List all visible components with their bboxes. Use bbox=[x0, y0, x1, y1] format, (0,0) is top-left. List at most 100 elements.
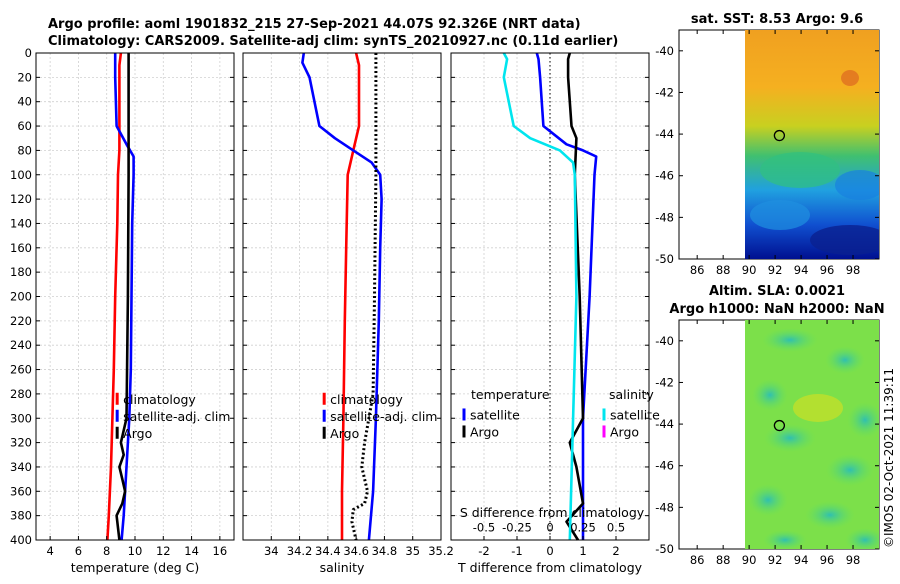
x-tick-label: 2 bbox=[612, 544, 619, 558]
x-tick-label: 0 bbox=[546, 544, 553, 558]
y-tick-label: 80 bbox=[17, 143, 32, 157]
map-x-tick-label: 98 bbox=[846, 553, 861, 567]
series-climatology bbox=[340, 52, 361, 540]
legend-entry: satellite bbox=[610, 407, 660, 422]
y-tick-label: 320 bbox=[10, 436, 32, 450]
y-tick-label: 60 bbox=[17, 119, 32, 133]
sla-argo-marker bbox=[773, 419, 786, 432]
series-satellite-adj-clim bbox=[113, 53, 135, 541]
map-x-tick-label: 94 bbox=[794, 553, 809, 567]
map-x-tick-label: 92 bbox=[768, 553, 783, 567]
x-tick-label: -1 bbox=[511, 544, 522, 558]
legend-entry: satellite-adj. clim bbox=[123, 409, 230, 424]
map-y-tick-label: -44 bbox=[655, 417, 674, 431]
series-t-argo bbox=[565, 52, 585, 541]
map-y-tick-label: -48 bbox=[655, 210, 674, 224]
sst-map-field bbox=[745, 30, 879, 259]
x-tick-label: 34.6 bbox=[343, 544, 369, 558]
sst-argo-marker bbox=[773, 129, 786, 142]
x-tick-label: 35.2 bbox=[428, 544, 454, 558]
map-x-tick-label: 88 bbox=[716, 263, 731, 277]
sla-map-subtitle: Argo h1000: NaN h2000: NaN bbox=[669, 302, 884, 317]
map-x-tick-label: 90 bbox=[742, 553, 757, 567]
y-tick-label: 300 bbox=[10, 411, 32, 425]
x-tick-label: 16 bbox=[213, 544, 228, 558]
series-t-satellite bbox=[535, 52, 598, 540]
sst-map: sat. SST: 8.53 Argo: 9.6 86 88 90 92 94 96 98 -… bbox=[655, 12, 880, 277]
sla-map: Altim. SLA: 0.0021 Argo h1000: NaN h2000… bbox=[655, 284, 884, 567]
x-tick-label: 34.4 bbox=[315, 544, 341, 558]
map-x-tick-label: 98 bbox=[846, 263, 861, 277]
y-tick-label: 240 bbox=[10, 338, 32, 352]
y-tick-label: 380 bbox=[10, 509, 32, 523]
legend-entry: climatology bbox=[123, 392, 196, 407]
s-tick-label: -0.25 bbox=[502, 520, 532, 534]
y-tick-label: 280 bbox=[10, 387, 32, 401]
y-tick-label: 220 bbox=[10, 314, 32, 328]
map-x-tick-label: 88 bbox=[716, 553, 731, 567]
map-y-tick-label: -50 bbox=[655, 252, 674, 266]
s-tick-label: -0.5 bbox=[473, 520, 495, 534]
legend-entry: Argo bbox=[470, 424, 499, 439]
y-tick-label: 120 bbox=[10, 192, 32, 206]
legend-title-temperature: temperature bbox=[471, 387, 550, 402]
map-y-tick-label: -40 bbox=[655, 44, 674, 58]
y-tick-label: 40 bbox=[17, 95, 32, 109]
sla-map-ticks: 86 88 90 92 94 96 98 -40 -42 -44 -46 -48 -50 bbox=[655, 320, 879, 567]
series-argo bbox=[115, 53, 130, 541]
x-tick-label: 14 bbox=[184, 544, 199, 558]
y-tick-label: 100 bbox=[10, 168, 32, 182]
figure-title-line2: Climatology: CARS2009. Satellite-adj cli… bbox=[48, 34, 618, 49]
y-tick-label: 400 bbox=[10, 533, 32, 547]
x-tick-label: 4 bbox=[46, 544, 53, 558]
map-x-tick-label: 86 bbox=[690, 553, 705, 567]
x-tick-label: 12 bbox=[156, 544, 171, 558]
sla-map-title: Altim. SLA: 0.0021 bbox=[709, 284, 845, 299]
credit-stamp: ©IMOS 02-Oct-2021 11:39:11 bbox=[882, 368, 896, 548]
y-tick-label: 340 bbox=[10, 460, 32, 474]
s-tick-label: 0.5 bbox=[607, 520, 625, 534]
map-x-tick-label: 96 bbox=[820, 263, 835, 277]
sla-map-field bbox=[745, 320, 879, 549]
x-axis-label-top: S difference from climatology bbox=[460, 505, 645, 520]
map-y-tick-label: -48 bbox=[655, 500, 674, 514]
y-tick-label: 180 bbox=[10, 265, 32, 279]
series-s-satellite bbox=[502, 52, 578, 541]
legend-entry: Argo bbox=[123, 426, 152, 441]
x-axis-label: salinity bbox=[320, 560, 365, 575]
map-y-tick-label: -50 bbox=[655, 542, 674, 556]
legend-entry: climatology bbox=[330, 392, 403, 407]
map-y-tick-label: -46 bbox=[655, 459, 674, 473]
y-tick-label: 160 bbox=[10, 241, 32, 255]
legend-entry: Argo bbox=[610, 424, 639, 439]
map-x-tick-label: 92 bbox=[768, 263, 783, 277]
legend-title-salinity: salinity bbox=[609, 387, 654, 402]
legend-entry: satellite-adj. clim bbox=[330, 409, 437, 424]
legend-entry: satellite bbox=[470, 407, 520, 422]
x-tick-label: 35 bbox=[405, 544, 420, 558]
x-tick-label: -2 bbox=[478, 544, 489, 558]
y-tick-label: 260 bbox=[10, 363, 32, 377]
series-satellite-adj-clim bbox=[301, 52, 383, 541]
map-y-tick-label: -46 bbox=[655, 169, 674, 183]
x-tick-label: 1 bbox=[579, 544, 586, 558]
map-y-tick-label: -42 bbox=[655, 375, 674, 389]
y-tick-label: 140 bbox=[10, 216, 32, 230]
x-axis-label: temperature (deg C) bbox=[71, 560, 200, 575]
x-tick-label: 34.2 bbox=[287, 544, 313, 558]
y-tick-label: 0 bbox=[25, 46, 32, 60]
map-x-tick-label: 96 bbox=[820, 553, 835, 567]
map-x-tick-label: 90 bbox=[742, 263, 757, 277]
sst-map-title: sat. SST: 8.53 Argo: 9.6 bbox=[691, 12, 863, 27]
y-tick-label: 200 bbox=[10, 290, 32, 304]
x-tick-label: 8 bbox=[103, 544, 110, 558]
figure-title-line1: Argo profile: aoml 1901832_215 27-Sep-20… bbox=[48, 17, 581, 32]
s-tick-label: 0.25 bbox=[570, 520, 596, 534]
salinity-panel: 34 34.2 34.4 34.6 34.8 35 35.2 salinity climatol… bbox=[242, 52, 454, 575]
map-y-tick-label: -40 bbox=[655, 334, 674, 348]
x-tick-label: 34 bbox=[264, 544, 279, 558]
map-x-tick-label: 94 bbox=[794, 263, 809, 277]
x-axis-label: T difference from climatology bbox=[457, 560, 643, 575]
legend-entry: Argo bbox=[330, 426, 359, 441]
